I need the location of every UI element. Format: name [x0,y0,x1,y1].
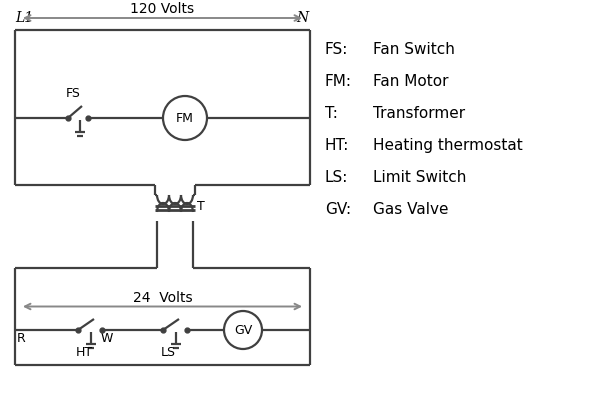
Text: N: N [296,11,308,25]
Text: HT: HT [76,346,93,359]
Text: 24  Volts: 24 Volts [133,290,192,304]
Text: R: R [17,332,26,345]
Text: FS:: FS: [325,42,348,57]
Text: 120 Volts: 120 Volts [130,2,195,16]
Text: GV:: GV: [325,202,351,217]
Text: HT:: HT: [325,138,349,153]
Text: FS: FS [66,87,81,100]
Text: Transformer: Transformer [373,106,465,121]
Text: Limit Switch: Limit Switch [373,170,466,185]
Text: Fan Switch: Fan Switch [373,42,455,57]
Text: Heating thermostat: Heating thermostat [373,138,523,153]
Text: L1: L1 [15,11,33,25]
Text: FM: FM [176,112,194,124]
Text: Gas Valve: Gas Valve [373,202,448,217]
Text: LS: LS [161,346,176,359]
Text: FM:: FM: [325,74,352,89]
Text: W: W [101,332,113,345]
Text: T:: T: [325,106,338,121]
Text: LS:: LS: [325,170,348,185]
Text: GV: GV [234,324,252,336]
Text: T: T [197,200,205,212]
Text: Fan Motor: Fan Motor [373,74,448,89]
